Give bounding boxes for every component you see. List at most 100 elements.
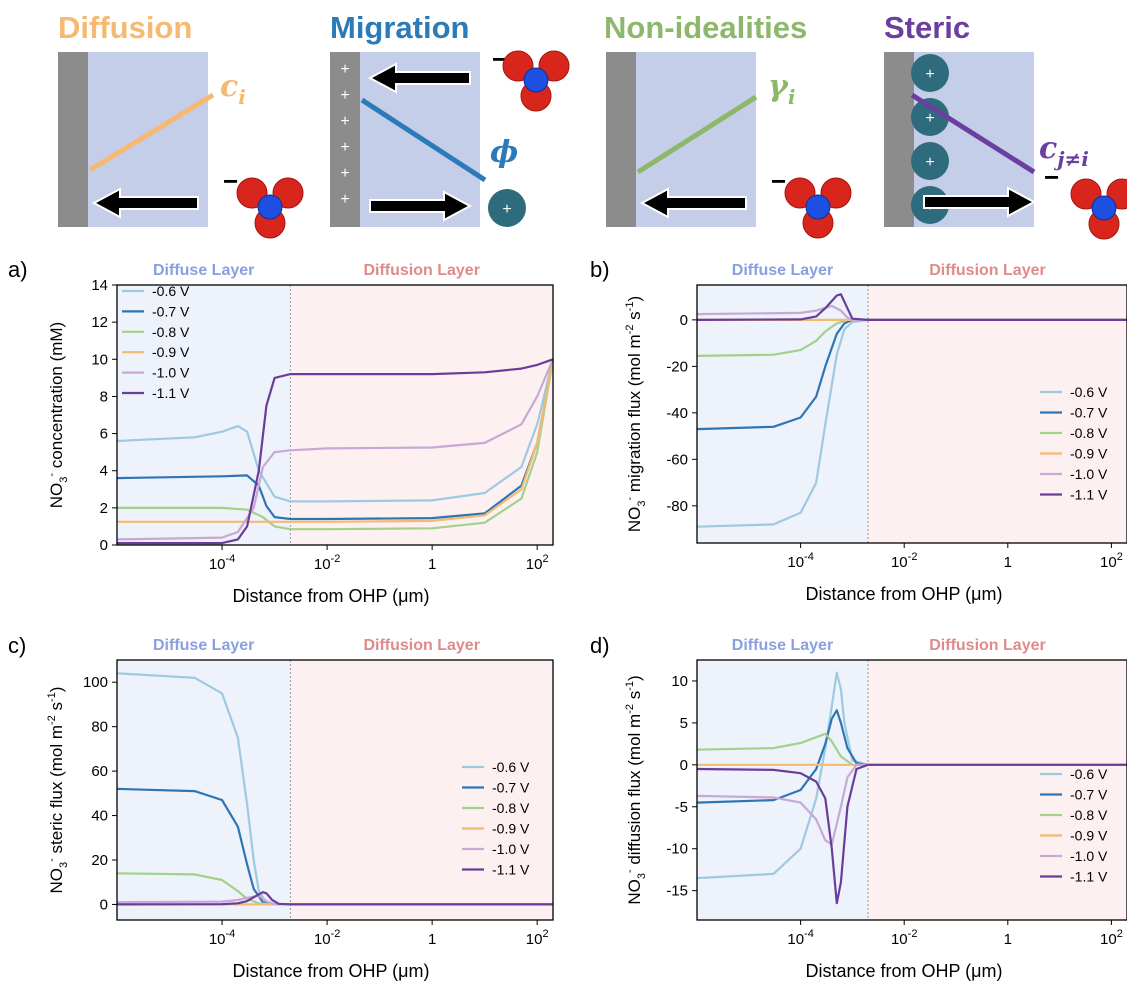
schematic-diffusion: Diffusion ci − [58,10,304,239]
x-axis-label: Distance from OHP (μm) [232,961,429,981]
y-axis-label: NO3- migration flux (mol m-2 s-1) [624,296,648,532]
profile-line [360,97,487,183]
electrode [58,52,88,227]
y-tick-label: 4 [100,463,108,480]
arrow-left-icon [367,62,471,94]
y-tick-label: 0 [100,896,108,913]
diffusion-layer-label: Diffusion Layer [929,637,1045,654]
x-tick-label: 1 [1004,554,1012,571]
y-label-part: ) [625,675,644,681]
y-label-part: s [625,311,644,324]
arrow-left-icon [91,187,199,219]
tick-exponent: -2 [331,553,341,565]
schematic-title: Steric [884,10,970,45]
y-tick-label: 80 [91,719,108,736]
y-tick-label: 20 [91,852,108,869]
plot-frame [116,659,554,921]
legend-entry: -0.6 V [1070,384,1108,400]
series-line-0p6 [116,359,555,503]
y-tick-label: 8 [100,388,108,405]
legend-entry: -0.6 V [1070,766,1108,782]
y-tick-label: -10 [666,841,688,858]
x-tick-label: 10-4 [787,551,813,571]
y-label-part: concentration (mM) [47,322,66,473]
y-tick-label: 5 [680,715,688,732]
nitrogen-atom [1091,195,1117,221]
y-tick-label: -15 [666,883,688,900]
profile-line [910,92,1036,175]
y-label-part: NO [47,483,66,509]
tick-exponent: -4 [804,928,814,940]
diffuse-layer-region [117,285,291,545]
legend-entry: -0.8 V [492,800,530,816]
plus-charge: + [340,87,349,104]
anion-charge: − [223,166,238,196]
y-axis-label: NO3- concentration (mM) [46,322,70,508]
plot-frame [696,284,1127,544]
schematic-title: Diffusion [58,10,192,45]
diffusion-layer-region [290,285,553,545]
x-tick-label: 102 [1100,928,1123,948]
cation-charge: + [925,154,934,171]
x-tick-label: 102 [526,928,549,948]
y-tick-label: 0 [680,312,688,329]
plus-charge: + [340,165,349,182]
plot-frame [696,659,1127,921]
diffuse-layer-label: Diffuse Layer [732,637,833,654]
y-label-part: -2 [624,704,636,714]
arrow-right-icon [369,190,473,222]
y-label-part: diffusion flux (mol m [625,714,644,870]
plot-frame [116,284,554,546]
x-axis-label: Distance from OHP (μm) [232,586,429,606]
series-line-1p1 [117,358,554,545]
variable-label: γi [768,69,795,109]
diffuse-layer-label: Diffuse Layer [153,262,254,279]
tick-exponent: -2 [908,551,918,563]
tick-exponent: 2 [542,553,548,565]
panel-label: c) [8,633,26,658]
schematic-title: Migration [330,10,470,45]
y-label-part: s [625,691,644,704]
y-tick-label: 60 [91,763,108,780]
x-axis-label: Distance from OHP (μm) [805,961,1002,981]
legend-entry: -0.8 V [1070,807,1108,823]
x-tick-label: 102 [526,553,549,573]
y-tick-label: -5 [675,799,688,816]
y-label-part: ) [625,296,644,302]
y-tick-label: 2 [100,500,108,517]
legend-entry: -0.9 V [1070,446,1108,462]
x-tick-label: 1 [428,556,436,573]
series-line-0p7 [696,709,1127,804]
legend-entry: -0.7 V [1070,405,1108,421]
diffusion-layer-region [867,660,1127,920]
y-axis-label: NO3- diffusion flux (mol m-2 s-1) [624,675,648,904]
panel-label: a) [8,257,28,282]
schematic-migration: Migration++++++ϕ−+ [330,10,570,227]
variable-subscript: j≠i [1053,147,1089,171]
chart-c: Diffuse Layer Diffusion Layer c) 10-4 10-2 1 1… [8,633,554,981]
diffusion-layer-label: Diffusion Layer [929,262,1045,279]
series-line-0p6 [696,318,1127,528]
x-tick-label: 10-2 [891,928,917,948]
series-line-1p1 [696,763,1127,905]
diffusion-layer-label: Diffusion Layer [363,262,479,279]
chart-b: Diffuse Layer Diffusion Layer b) 10-4 10-2 1 1… [590,257,1127,604]
x-tick-label: 1 [428,931,436,948]
y-label-part: 3 [636,501,648,507]
diffusion-layer-label: Diffusion Layer [363,637,479,654]
electrode [330,52,360,227]
y-label-part: NO [47,868,66,894]
series-line-1p1 [116,891,553,906]
nitrogen-atom [805,194,831,220]
diffuse-layer-region [697,285,868,543]
y-label-part: NO [625,879,644,905]
y-tick-label: 12 [91,314,108,331]
legend-entry: -1.0 V [1070,848,1108,864]
y-label-part: -2 [624,325,636,335]
variable-label: ϕ [490,135,518,170]
legend-entry: -1.1 V [492,862,530,878]
tick-exponent: -4 [226,928,236,940]
